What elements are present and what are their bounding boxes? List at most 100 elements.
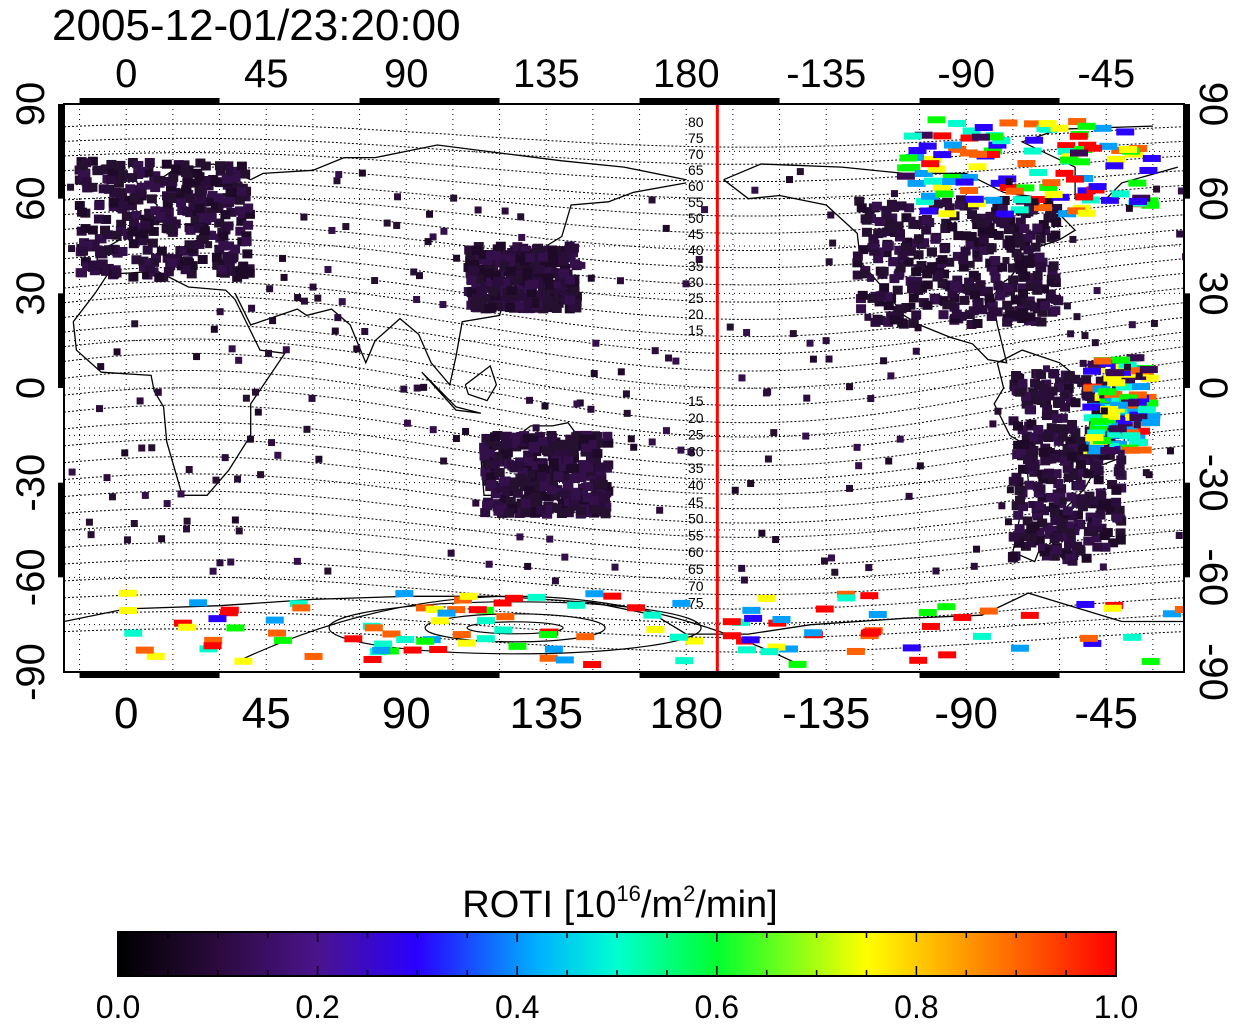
roti-pixel bbox=[1119, 408, 1138, 416]
roti-pixel bbox=[516, 292, 527, 302]
roti-pixel bbox=[1057, 432, 1068, 442]
roti-pixel bbox=[905, 492, 913, 500]
roti-pixel bbox=[1026, 523, 1037, 533]
roti-pixel bbox=[973, 237, 984, 247]
roti-pixel bbox=[1039, 183, 1058, 191]
roti-pixel bbox=[1081, 553, 1092, 563]
roti-pixel bbox=[599, 493, 610, 503]
roti-pixel bbox=[959, 173, 978, 181]
roti-pixel bbox=[178, 623, 197, 631]
roti-pixel bbox=[507, 503, 518, 513]
roti-pixel bbox=[1096, 523, 1107, 533]
colorbar-tick-label: 0.2 bbox=[295, 989, 339, 1024]
roti-pixel bbox=[517, 467, 528, 477]
roti-pixel bbox=[876, 228, 887, 238]
roti-pixel bbox=[986, 311, 997, 321]
contour-label: 15 bbox=[688, 322, 704, 338]
roti-pixel bbox=[964, 277, 975, 287]
roti-pixel bbox=[548, 458, 559, 468]
roti-pixel bbox=[135, 646, 154, 654]
roti-pixel bbox=[978, 245, 989, 255]
roti-pixel bbox=[1013, 440, 1024, 450]
contour-label: 75 bbox=[688, 595, 704, 611]
roti-pixel bbox=[575, 469, 586, 479]
roti-pixel bbox=[967, 200, 986, 208]
roti-pixel bbox=[513, 461, 524, 471]
roti-pixel bbox=[1142, 412, 1161, 420]
roti-pixel bbox=[940, 223, 951, 233]
roti-pixel bbox=[236, 161, 247, 171]
roti-pixel bbox=[993, 230, 1004, 240]
roti-pixel bbox=[536, 472, 547, 482]
roti-pixel bbox=[1091, 339, 1099, 347]
roti-pixel bbox=[598, 507, 609, 517]
roti-pixel bbox=[560, 263, 571, 273]
roti-pixel bbox=[507, 438, 518, 448]
roti-pixel bbox=[182, 178, 193, 188]
roti-pixel bbox=[413, 295, 421, 303]
roti-pixel bbox=[959, 149, 978, 157]
roti-pixel bbox=[1008, 275, 1019, 285]
roti-pixel bbox=[565, 434, 576, 444]
contour-label: 65 bbox=[688, 162, 704, 178]
roti-pixel bbox=[925, 265, 936, 275]
roti-pixel bbox=[581, 443, 592, 453]
roti-pixel bbox=[722, 632, 741, 640]
roti-pixel bbox=[908, 146, 927, 154]
roti-pixel bbox=[604, 490, 612, 498]
roti-pixel bbox=[254, 408, 262, 416]
roti-pixel bbox=[545, 273, 553, 281]
mag-contour bbox=[64, 524, 1184, 567]
roti-pixel bbox=[524, 562, 532, 570]
roti-pixel bbox=[109, 198, 120, 208]
roti-pixel bbox=[1045, 492, 1056, 502]
roti-pixel bbox=[127, 157, 138, 167]
roti-pixel bbox=[80, 168, 91, 178]
roti-pixel bbox=[868, 610, 887, 618]
roti-pixel bbox=[883, 241, 894, 251]
roti-pixel bbox=[651, 347, 659, 355]
roti-pixel bbox=[1083, 384, 1102, 392]
roti-pixel bbox=[170, 219, 181, 229]
roti-pixel bbox=[127, 227, 138, 237]
roti-pixel bbox=[764, 455, 772, 463]
roti-pixel bbox=[1061, 391, 1069, 399]
roti-pixel bbox=[547, 246, 558, 256]
roti-pixel bbox=[1117, 377, 1136, 385]
roti-pixel bbox=[420, 383, 428, 391]
roti-pixel bbox=[488, 287, 499, 297]
roti-pixel bbox=[230, 244, 241, 254]
roti-pixel bbox=[206, 207, 217, 217]
roti-pixel bbox=[268, 439, 276, 447]
mag-pole-contour bbox=[466, 621, 564, 635]
roti-pixel bbox=[200, 176, 211, 186]
roti-pixel bbox=[234, 475, 242, 483]
roti-pixel bbox=[440, 457, 448, 465]
roti-pixel bbox=[1066, 492, 1077, 502]
roti-pixel bbox=[1037, 493, 1048, 503]
roti-pixel bbox=[656, 506, 664, 514]
roti-pixel bbox=[1023, 245, 1034, 255]
roti-pixel bbox=[1083, 414, 1102, 422]
roti-pixel bbox=[1053, 296, 1064, 306]
roti-pixel bbox=[1043, 432, 1054, 442]
roti-pixel bbox=[804, 629, 823, 637]
roti-pixel bbox=[87, 182, 98, 192]
roti-pixel bbox=[584, 471, 595, 481]
roti-pixel bbox=[921, 225, 932, 235]
roti-pixel bbox=[1048, 502, 1059, 512]
contour-labels: 8075706560555045403530252015152025303540… bbox=[688, 114, 704, 611]
roti-pixel bbox=[128, 272, 139, 282]
roti-pixel bbox=[403, 419, 411, 427]
roti-pixel bbox=[1082, 367, 1101, 375]
mag-contour bbox=[64, 309, 1184, 372]
roti-pixel bbox=[768, 619, 787, 627]
roti-pixel bbox=[1085, 434, 1104, 442]
roti-pixel bbox=[1130, 438, 1149, 446]
mag-contour bbox=[64, 542, 1184, 581]
roti-pixel bbox=[1014, 495, 1025, 505]
roti-pixel bbox=[486, 472, 497, 482]
roti-pixel bbox=[140, 214, 151, 224]
roti-pixel bbox=[1121, 446, 1140, 454]
roti-pixel bbox=[100, 225, 111, 235]
